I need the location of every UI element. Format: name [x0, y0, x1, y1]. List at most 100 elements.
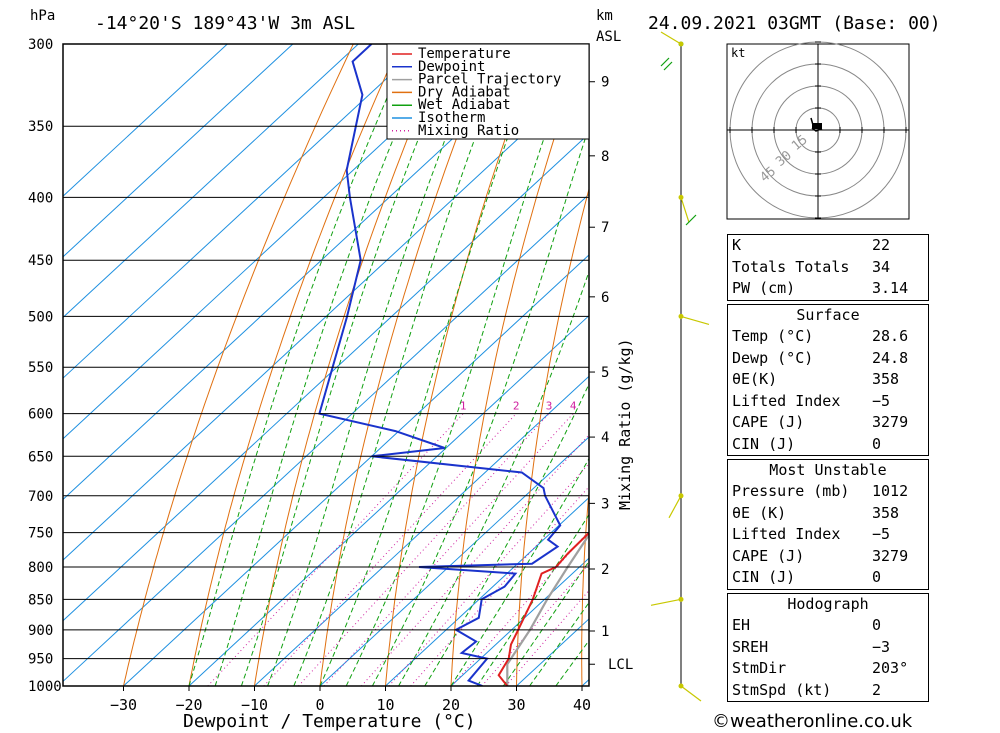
hodo-value: 0 [872, 616, 882, 634]
x-tick-label: 0 [315, 696, 324, 714]
isotherm-line [63, 193, 589, 683]
surface-value: 358 [872, 370, 900, 388]
mu-row: CAPE (J) 3279 [728, 546, 928, 568]
height-tick-label: 6 [601, 290, 609, 306]
isotherm-line [63, 44, 359, 319]
index-row-pw: PW (cm) 3.14 [728, 278, 928, 300]
pressure-unit-label: hPa [30, 8, 55, 24]
km-label: km [596, 8, 613, 24]
temperature-profile [497, 531, 589, 686]
mixing-ratio-label: 4 [570, 400, 577, 413]
hodograph-panel: Hodograph EH 0 SREH −3 StmDir 203° StmSpd (… [727, 593, 929, 702]
surface-row: CAPE (J) 3279 [728, 412, 928, 434]
height-tick-label: 4 [601, 430, 609, 446]
mu-label: CIN (J) [732, 568, 796, 586]
hodograph-panel-title: Hodograph [787, 595, 869, 613]
dry-adiabat-line [188, 44, 401, 686]
mu-value: 358 [872, 503, 900, 522]
parcel-trajectory-profile [506, 532, 589, 686]
surface-row: Temp (°C) 28.6 [728, 326, 928, 348]
mixing-ratio-label: 3 [546, 400, 553, 413]
isotherm-line [385, 496, 589, 686]
surface-label: Lifted Index [732, 391, 841, 410]
surface-row: Lifted Index −5 [728, 391, 928, 413]
index-value: 34 [872, 257, 891, 276]
hodo-label: StmSpd (kt) [732, 680, 832, 699]
wind-barb [660, 31, 682, 45]
x-tick-label: −20 [175, 696, 202, 714]
wet-adiabat-line [529, 601, 589, 686]
wind-barb [668, 495, 682, 519]
hodograph-storm-marker [812, 123, 822, 129]
x-tick-label: 40 [573, 696, 591, 714]
isotherm-line [63, 44, 425, 379]
surface-label: CIN (J) [732, 434, 796, 453]
height-tick-label: 5 [601, 365, 609, 381]
mixing-ratio-label: 1 [460, 400, 467, 413]
pressure-tick-label: 800 [28, 560, 53, 576]
mixing-ratio-line [207, 413, 464, 686]
mu-row: Lifted Index −5 [728, 524, 928, 546]
mu-value: 0 [872, 568, 882, 586]
isotherm-line [63, 133, 589, 622]
pressure-tick-label: 1000 [28, 679, 62, 695]
x-axis-label: Dewpoint / Temperature (°C) [183, 711, 476, 732]
copyright-footer[interactable]: ©weatheronline.co.uk [712, 711, 913, 732]
pressure-tick-label: 950 [28, 652, 53, 668]
pressure-tick-label: 550 [28, 360, 53, 376]
most-unstable-panel: Most Unstable Pressure (mb) 1012 θE (K) 35… [727, 459, 929, 590]
surface-label: Dewp (°C) [732, 348, 814, 367]
pressure-tick-label: 850 [28, 592, 53, 608]
legend-label: Temperature [418, 46, 511, 62]
legend-label: Parcel Trajectory [418, 72, 561, 88]
height-tick-label: 1 [601, 624, 609, 640]
hodo-label: StmDir [732, 659, 787, 677]
surface-row: θE(K) 358 [728, 369, 928, 391]
mixing-ratio-label: 2 [513, 400, 520, 413]
surface-row: Dewp (°C) 24.8 [728, 348, 928, 370]
wind-barb [680, 685, 702, 702]
height-tick-label: LCL [608, 657, 633, 673]
index-value: 3.14 [872, 279, 909, 297]
dry-adiabat-line [935, 44, 975, 686]
legend-label: Dewpoint [418, 59, 485, 75]
wet-adiabat-line [502, 560, 589, 686]
wind-barb [685, 214, 697, 226]
hodo-row: StmDir 203° [728, 658, 928, 680]
surface-panel: Surface Temp (°C) 28.6 Dewp (°C) 24.8 θE(K… [727, 304, 929, 456]
x-tick-label: −10 [241, 696, 268, 714]
dry-adiabat-line [319, 44, 494, 686]
index-row-k: K 22 [728, 235, 928, 257]
hodo-value: 203° [872, 659, 909, 677]
dry-adiabat-line [516, 187, 589, 686]
isotherm-line [63, 44, 556, 501]
mixing-ratio-line [323, 413, 574, 686]
indices-panel: K 22 Totals Totals 34 PW (cm) 3.14 [727, 234, 929, 301]
index-label: PW (cm) [732, 279, 796, 297]
mixing-ratio-line [505, 589, 589, 686]
x-tick-label: −30 [110, 696, 137, 714]
hodo-value: −3 [872, 637, 891, 656]
hodograph-unit: kt [731, 46, 745, 60]
wet-adiabat-line [424, 382, 589, 686]
hodo-row: EH 0 [728, 615, 928, 637]
datetime-title: 24.09.2021 03GMT (Base: 00) [648, 13, 941, 34]
hodo-label: EH [732, 616, 751, 634]
wind-profile [650, 31, 710, 702]
x-tick-label: 20 [442, 696, 460, 714]
isotherm-line [254, 375, 589, 686]
x-tick-label: 10 [376, 696, 394, 714]
wind-barb [680, 315, 710, 325]
surface-value: 0 [872, 434, 882, 453]
wind-barb [650, 598, 682, 606]
mixing-ratio-line [481, 563, 589, 686]
location-title: -14°20'S 189°43'W 3m ASL [95, 13, 355, 34]
dewpoint-profile [318, 44, 562, 686]
mu-value: 3279 [872, 546, 909, 565]
surface-label: Temp (°C) [732, 327, 814, 345]
hodo-value: 2 [872, 680, 882, 699]
height-tick-label: 2 [601, 562, 609, 578]
